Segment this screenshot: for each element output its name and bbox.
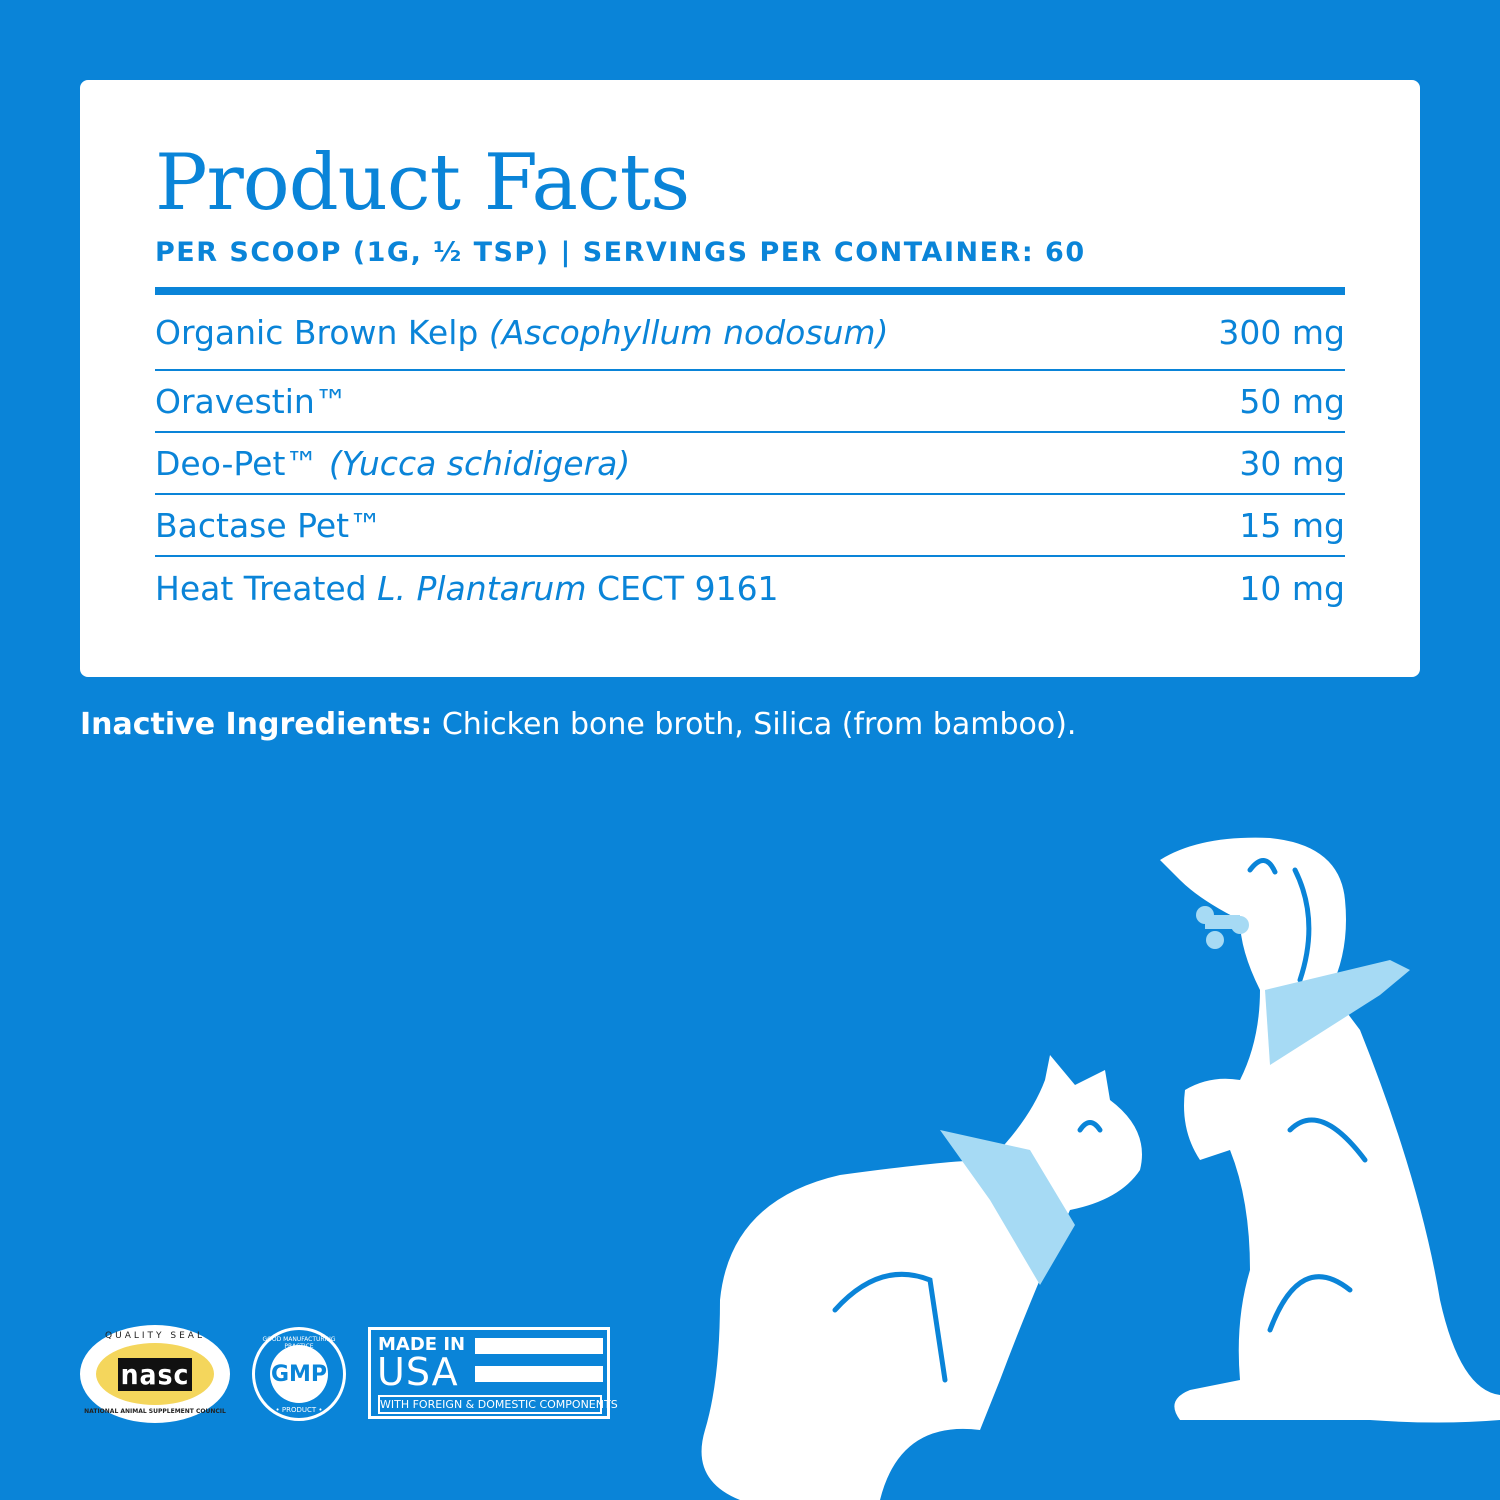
page-title: Product Facts [155, 138, 690, 228]
nasc-quality-seal: QUALITY SEAL nasc NATIONAL ANIMAL SUPPLE… [80, 1325, 230, 1423]
ingredient-name: Organic Brown Kelp (Ascophyllum nodosum) [155, 312, 889, 352]
ingredient-row: Bactase Pet™ 15 mg [155, 495, 1345, 557]
dog-bandana [1265, 960, 1410, 1065]
ingredients-table: Organic Brown Kelp (Ascophyllum nodosum)… [155, 295, 1345, 619]
ingredient-row: Heat Treated L. Plantarum CECT 9161 10 mg [155, 557, 1345, 619]
ingredient-name: Oravestin™ [155, 381, 348, 421]
ingredient-name: Heat Treated L. Plantarum CECT 9161 [155, 568, 779, 608]
ingredient-amount: 30 mg [1239, 443, 1345, 483]
ingredient-amount: 15 mg [1239, 505, 1345, 545]
serving-info: PER SCOOP (1G, ½ TSP) | SERVINGS PER CON… [155, 237, 1086, 268]
ingredient-row: Deo-Pet™ (Yucca schidigera) 30 mg [155, 433, 1345, 495]
ingredient-name: Bactase Pet™ [155, 505, 383, 545]
gmp-seal: GOOD MANUFACTURING PRACTICE GMP • PRODUC… [252, 1327, 346, 1421]
ingredient-row: Organic Brown Kelp (Ascophyllum nodosum)… [155, 295, 1345, 371]
ingredient-amount: 300 mg [1218, 312, 1345, 352]
made-in-usa-badge: MADE IN USA WITH FOREIGN & DOMESTIC COMP… [368, 1327, 618, 1419]
header-divider [155, 287, 1345, 295]
flag-stripe [475, 1366, 603, 1382]
ingredient-row: Oravestin™ 50 mg [155, 371, 1345, 433]
ingredient-amount: 10 mg [1239, 568, 1345, 608]
dog-illustration [1160, 837, 1500, 1423]
inactive-ingredients: Inactive Ingredients: Chicken bone broth… [80, 707, 1077, 742]
product-facts-card: Product Facts PER SCOOP (1G, ½ TSP) | SE… [80, 80, 1420, 677]
nasc-logo: nasc [117, 1357, 193, 1391]
chew-icon [1196, 906, 1249, 949]
ingredient-amount: 50 mg [1239, 381, 1345, 421]
cat-bandana [940, 1130, 1075, 1285]
flag-stripe [475, 1338, 603, 1354]
ingredient-name: Deo-Pet™ (Yucca schidigera) [155, 443, 631, 483]
